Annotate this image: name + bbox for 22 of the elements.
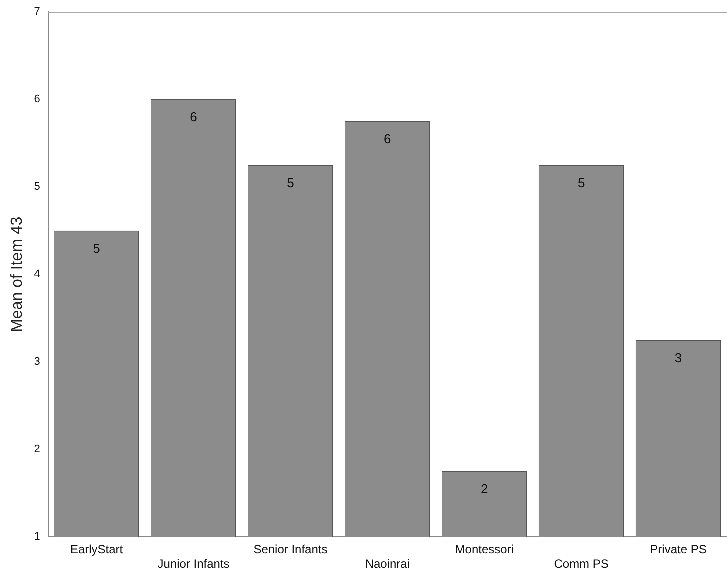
x-tick-label: Montessori	[455, 542, 514, 557]
x-tick-label: EarlyStart	[70, 542, 124, 557]
y-tick-label: 4	[34, 268, 40, 281]
x-tick-label: Junior Infants	[158, 557, 230, 572]
x-tick-label: Comm PS	[554, 557, 609, 572]
data-label: 5	[93, 240, 100, 256]
data-label: 2	[480, 482, 488, 497]
y-tick-label: 2	[34, 444, 40, 456]
data-label: 5	[287, 175, 294, 190]
y-tick-label: 5	[34, 181, 40, 194]
data-label: 3	[674, 350, 682, 366]
y-tick-label: 7	[34, 6, 40, 18]
x-tick-label: Private PS	[650, 542, 707, 557]
y-tick-label: 6	[34, 94, 40, 106]
y-axis-title: Mean of Item 43	[9, 216, 26, 332]
y-tick-label: 3	[34, 356, 40, 368]
data-label: 6	[190, 110, 198, 125]
data-label: 5	[578, 175, 586, 190]
x-tick-label: Senior Infants	[254, 542, 328, 557]
y-tick-label: 1	[34, 531, 40, 544]
x-tick-label: Naoinrai	[365, 557, 410, 572]
data-label: 6	[384, 131, 392, 146]
